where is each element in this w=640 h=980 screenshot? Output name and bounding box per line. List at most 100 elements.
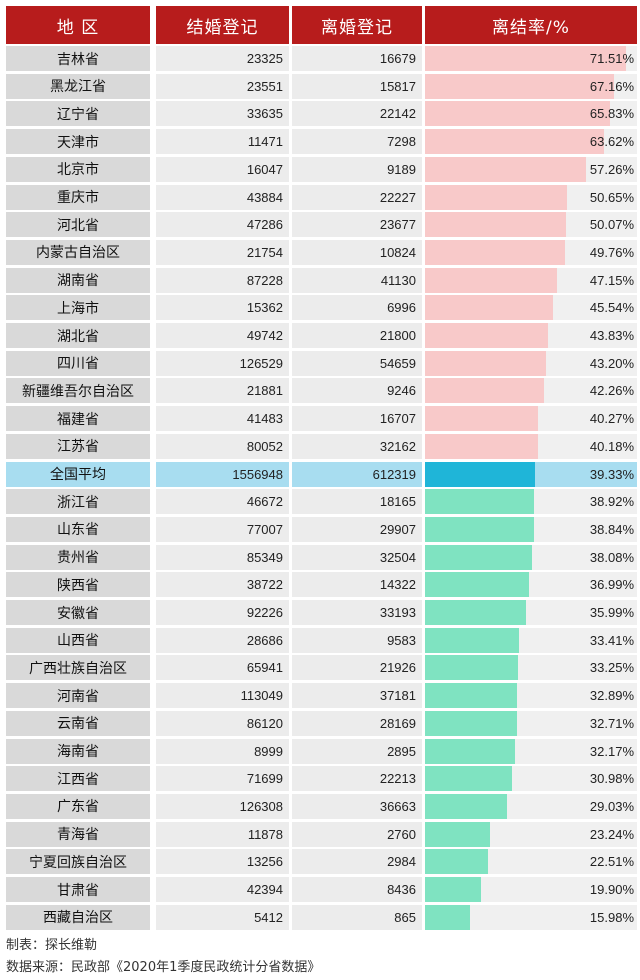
divorces-cell: 2984 xyxy=(292,849,422,875)
table-row: 重庆市 43884 22227 50.65% xyxy=(0,184,640,211)
region-cell: 云南省 xyxy=(6,710,150,736)
ratio-cell: 38.84% xyxy=(425,516,637,542)
region-cell: 河北省 xyxy=(6,212,150,238)
table-row: 山东省 77007 29907 38.84% xyxy=(0,516,640,543)
marriages-cell: 23551 xyxy=(156,73,289,99)
ratio-label: 29.03% xyxy=(589,798,634,814)
region-cell: 山东省 xyxy=(6,516,150,542)
marriages-cell: 13256 xyxy=(156,849,289,875)
divorces-cell: 9189 xyxy=(292,156,422,182)
ratio-cell: 67.16% xyxy=(425,73,637,99)
divorces-cell: 28169 xyxy=(292,710,422,736)
region-cell: 北京市 xyxy=(6,156,150,182)
marriages-cell: 126529 xyxy=(156,350,289,376)
ratio-label: 67.16% xyxy=(589,78,634,94)
table-row: 陕西省 38722 14322 36.99% xyxy=(0,572,640,598)
ratio-label: 30.98% xyxy=(589,771,634,787)
region-cell: 湖北省 xyxy=(6,323,150,348)
marriages-cell: 11471 xyxy=(156,129,289,155)
header-region: 地 区 xyxy=(6,6,150,44)
ratio-label: 57.26% xyxy=(589,161,634,177)
ratio-cell: 43.20% xyxy=(425,350,637,376)
divorces-cell: 33193 xyxy=(292,600,422,625)
ratio-cell: 32.71% xyxy=(425,710,637,736)
ratio-cell: 30.98% xyxy=(425,766,637,792)
ratio-bar xyxy=(425,655,519,681)
divorces-cell: 32162 xyxy=(292,433,422,459)
ratio-label: 50.07% xyxy=(589,217,634,233)
ratio-cell: 29.03% xyxy=(425,793,637,819)
ratio-label: 50.65% xyxy=(589,189,634,205)
table-row: 四川省 126529 54659 43.20% xyxy=(0,350,640,377)
ratio-cell: 38.92% xyxy=(425,489,637,515)
table-row: 安徽省 92226 33193 35.99% xyxy=(0,600,640,626)
ratio-bar xyxy=(425,849,489,875)
table-row: 福建省 41483 16707 40.27% xyxy=(0,406,640,432)
ratio-bar xyxy=(425,683,518,709)
ratio-label: 71.51% xyxy=(589,51,634,66)
data-source-note: 数据来源：民政部《2020年1季度民政统计分省数据》 xyxy=(6,960,321,975)
divorces-cell: 9583 xyxy=(292,627,422,653)
marriages-cell: 5412 xyxy=(156,904,289,930)
ratio-bar xyxy=(425,710,517,736)
divorces-cell: 29907 xyxy=(292,516,422,542)
region-cell: 西藏自治区 xyxy=(6,904,150,930)
ratio-cell: 50.65% xyxy=(425,184,637,210)
region-cell: 河南省 xyxy=(6,683,150,709)
ratio-cell: 19.90% xyxy=(425,877,637,902)
table-row: 河南省 113049 37181 32.89% xyxy=(0,683,640,709)
ratio-label: 63.62% xyxy=(589,134,634,150)
marriages-cell: 16047 xyxy=(156,156,289,182)
ratio-label: 43.20% xyxy=(589,355,634,371)
marriages-cell: 23325 xyxy=(156,46,289,71)
region-cell: 广东省 xyxy=(6,793,150,819)
marriages-cell: 21881 xyxy=(156,378,289,404)
table-row: 江西省 71699 22213 30.98% xyxy=(0,766,640,792)
ratio-cell: 33.25% xyxy=(425,655,637,681)
ratio-bar xyxy=(425,350,547,376)
divorces-cell: 22213 xyxy=(292,766,422,792)
table-row: 贵州省 85349 32504 38.08% xyxy=(0,544,640,571)
divorces-cell: 37181 xyxy=(292,683,422,709)
ratio-cell: 32.17% xyxy=(425,738,637,764)
region-cell: 全国平均 xyxy=(6,461,150,487)
region-cell: 上海市 xyxy=(6,295,150,321)
ratio-bar xyxy=(425,129,604,155)
ratio-label: 32.17% xyxy=(589,743,634,759)
marriages-cell: 33635 xyxy=(156,101,289,127)
marriages-cell: 113049 xyxy=(156,683,289,709)
ratio-bar xyxy=(425,600,527,625)
divorces-cell: 8436 xyxy=(292,877,422,902)
region-cell: 江西省 xyxy=(6,766,150,792)
marriages-cell: 49742 xyxy=(156,323,289,348)
divorces-cell: 7298 xyxy=(292,129,422,155)
ratio-label: 38.92% xyxy=(589,494,634,510)
ratio-bar xyxy=(425,239,565,265)
table-maker-credit: 制表：探长维勒 xyxy=(6,938,98,953)
ratio-bar xyxy=(425,877,481,902)
region-cell: 内蒙古自治区 xyxy=(6,239,150,265)
region-cell: 福建省 xyxy=(6,406,150,432)
marriages-cell: 21754 xyxy=(156,239,289,265)
ratio-bar xyxy=(425,738,516,764)
ratio-cell: 15.98% xyxy=(425,904,637,930)
header-marriages: 结婚登记 xyxy=(156,6,289,44)
table-row: 黑龙江省 23551 15817 67.16% xyxy=(0,73,640,100)
ratio-bar xyxy=(425,212,566,238)
region-cell: 吉林省 xyxy=(6,46,150,71)
region-cell: 重庆市 xyxy=(6,184,150,210)
ratio-label: 32.89% xyxy=(589,688,634,704)
region-cell: 四川省 xyxy=(6,350,150,376)
ratio-cell: 35.99% xyxy=(425,600,637,625)
ratio-label: 49.76% xyxy=(589,244,634,260)
marriages-cell: 1556948 xyxy=(156,461,289,487)
divorces-cell: 9246 xyxy=(292,378,422,404)
ratio-cell: 39.33% xyxy=(425,461,637,487)
ratio-label: 32.71% xyxy=(589,715,634,731)
marriages-cell: 38722 xyxy=(156,572,289,598)
divorces-cell: 14322 xyxy=(292,572,422,598)
marriages-cell: 126308 xyxy=(156,793,289,819)
marriages-cell: 46672 xyxy=(156,489,289,515)
ratio-bar xyxy=(425,572,529,598)
marriages-cell: 71699 xyxy=(156,766,289,792)
